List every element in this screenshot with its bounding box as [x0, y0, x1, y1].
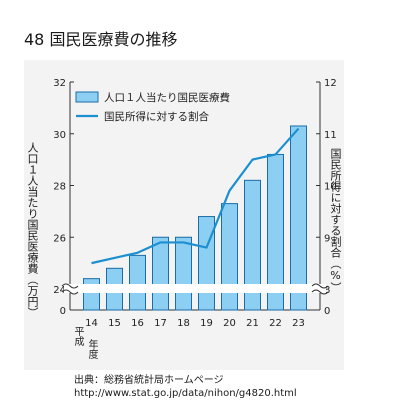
y-right-axis-unit: （%）: [329, 258, 342, 293]
axis-break-right-bottom: [311, 289, 329, 295]
x-tick-label: 16: [131, 318, 144, 329]
y-left-tick-label: 24: [53, 285, 66, 296]
y-left-axis-label: 人口１人当たり国民医療費: [26, 142, 39, 274]
bar: [83, 278, 100, 311]
y-right-axis-title: 国民所得に対する割合（%）: [329, 148, 342, 293]
y-right-tick-label: 8: [324, 285, 330, 296]
source-note: 出典：総務省統計局ホームページ http://www.stat.go.jp/da…: [74, 374, 394, 400]
bar: [129, 254, 146, 311]
y-right-tick-label: 11: [324, 130, 337, 141]
y-left-tick-label: 32: [53, 78, 66, 89]
y-left-tick-label: 0: [60, 306, 66, 317]
x-tick-label: 18: [177, 318, 190, 329]
legend-bar-label: 人口１人当たり国民医療費: [104, 91, 230, 104]
x-tick-label: 19: [200, 318, 213, 329]
axis-break-left-top: [61, 283, 79, 289]
x-tick-label: 23: [292, 318, 305, 329]
chart-svg: 0 24 26 28 30 32 0 8 9 10 11 12 14 15 16 17 18 19 20 21 22 23…: [53, 78, 337, 360]
x-tick-label: 22: [269, 318, 282, 329]
y-right-axis-label: 国民所得に対する割合: [329, 148, 342, 258]
axis-break-left-bottom: [61, 289, 79, 295]
x-tick-label: 14: [85, 318, 98, 329]
source-url: http://www.stat.go.jp/data/nihon/g4820.h…: [74, 388, 297, 399]
page-header: 48 国民医療費の推移: [0, 0, 400, 60]
bar: [175, 236, 192, 311]
y-right-tick-label: 0: [324, 306, 330, 317]
y-right-tick-label: 10: [324, 182, 337, 193]
x-tick-label: 20: [223, 318, 236, 329]
y-left-tick-label: 26: [53, 233, 66, 244]
legend-bar-swatch: [75, 91, 99, 103]
x-fiscal-year-label: 年度: [86, 338, 98, 360]
bar: [244, 179, 261, 311]
x-tick-label: 17: [154, 318, 167, 329]
y-left-tick-label: 30: [53, 130, 66, 141]
bar: [152, 236, 169, 311]
y-left-axis-title: 人口１人当たり国民医療費（万円）: [26, 142, 39, 318]
axis-break-right-top: [311, 283, 329, 289]
x-tick-label: 21: [246, 318, 259, 329]
y-right-tick-label: 12: [324, 78, 337, 89]
legend-line-label: 国民所得に対する割合: [104, 110, 209, 123]
series-line: [91, 127, 300, 265]
bar: [290, 125, 307, 311]
bar: [221, 203, 238, 311]
axis-break-band: [64, 284, 326, 293]
y-right-tick-label: 9: [324, 233, 330, 244]
source-line-1: 出典：総務省統計局ホームページ: [74, 375, 224, 386]
bar: [198, 216, 215, 311]
y-left-tick-label: 28: [53, 182, 66, 193]
y-left-axis-unit: （万円）: [26, 274, 39, 318]
x-era-label: 平成: [72, 326, 84, 347]
x-tick-label: 15: [108, 318, 121, 329]
page-title: 48 国民医療費の推移: [24, 30, 178, 49]
chart-panel: 0 24 26 28 30 32 0 8 9 10 11 12 14 15 16 17 18 19 20 21 22 23…: [24, 60, 344, 370]
